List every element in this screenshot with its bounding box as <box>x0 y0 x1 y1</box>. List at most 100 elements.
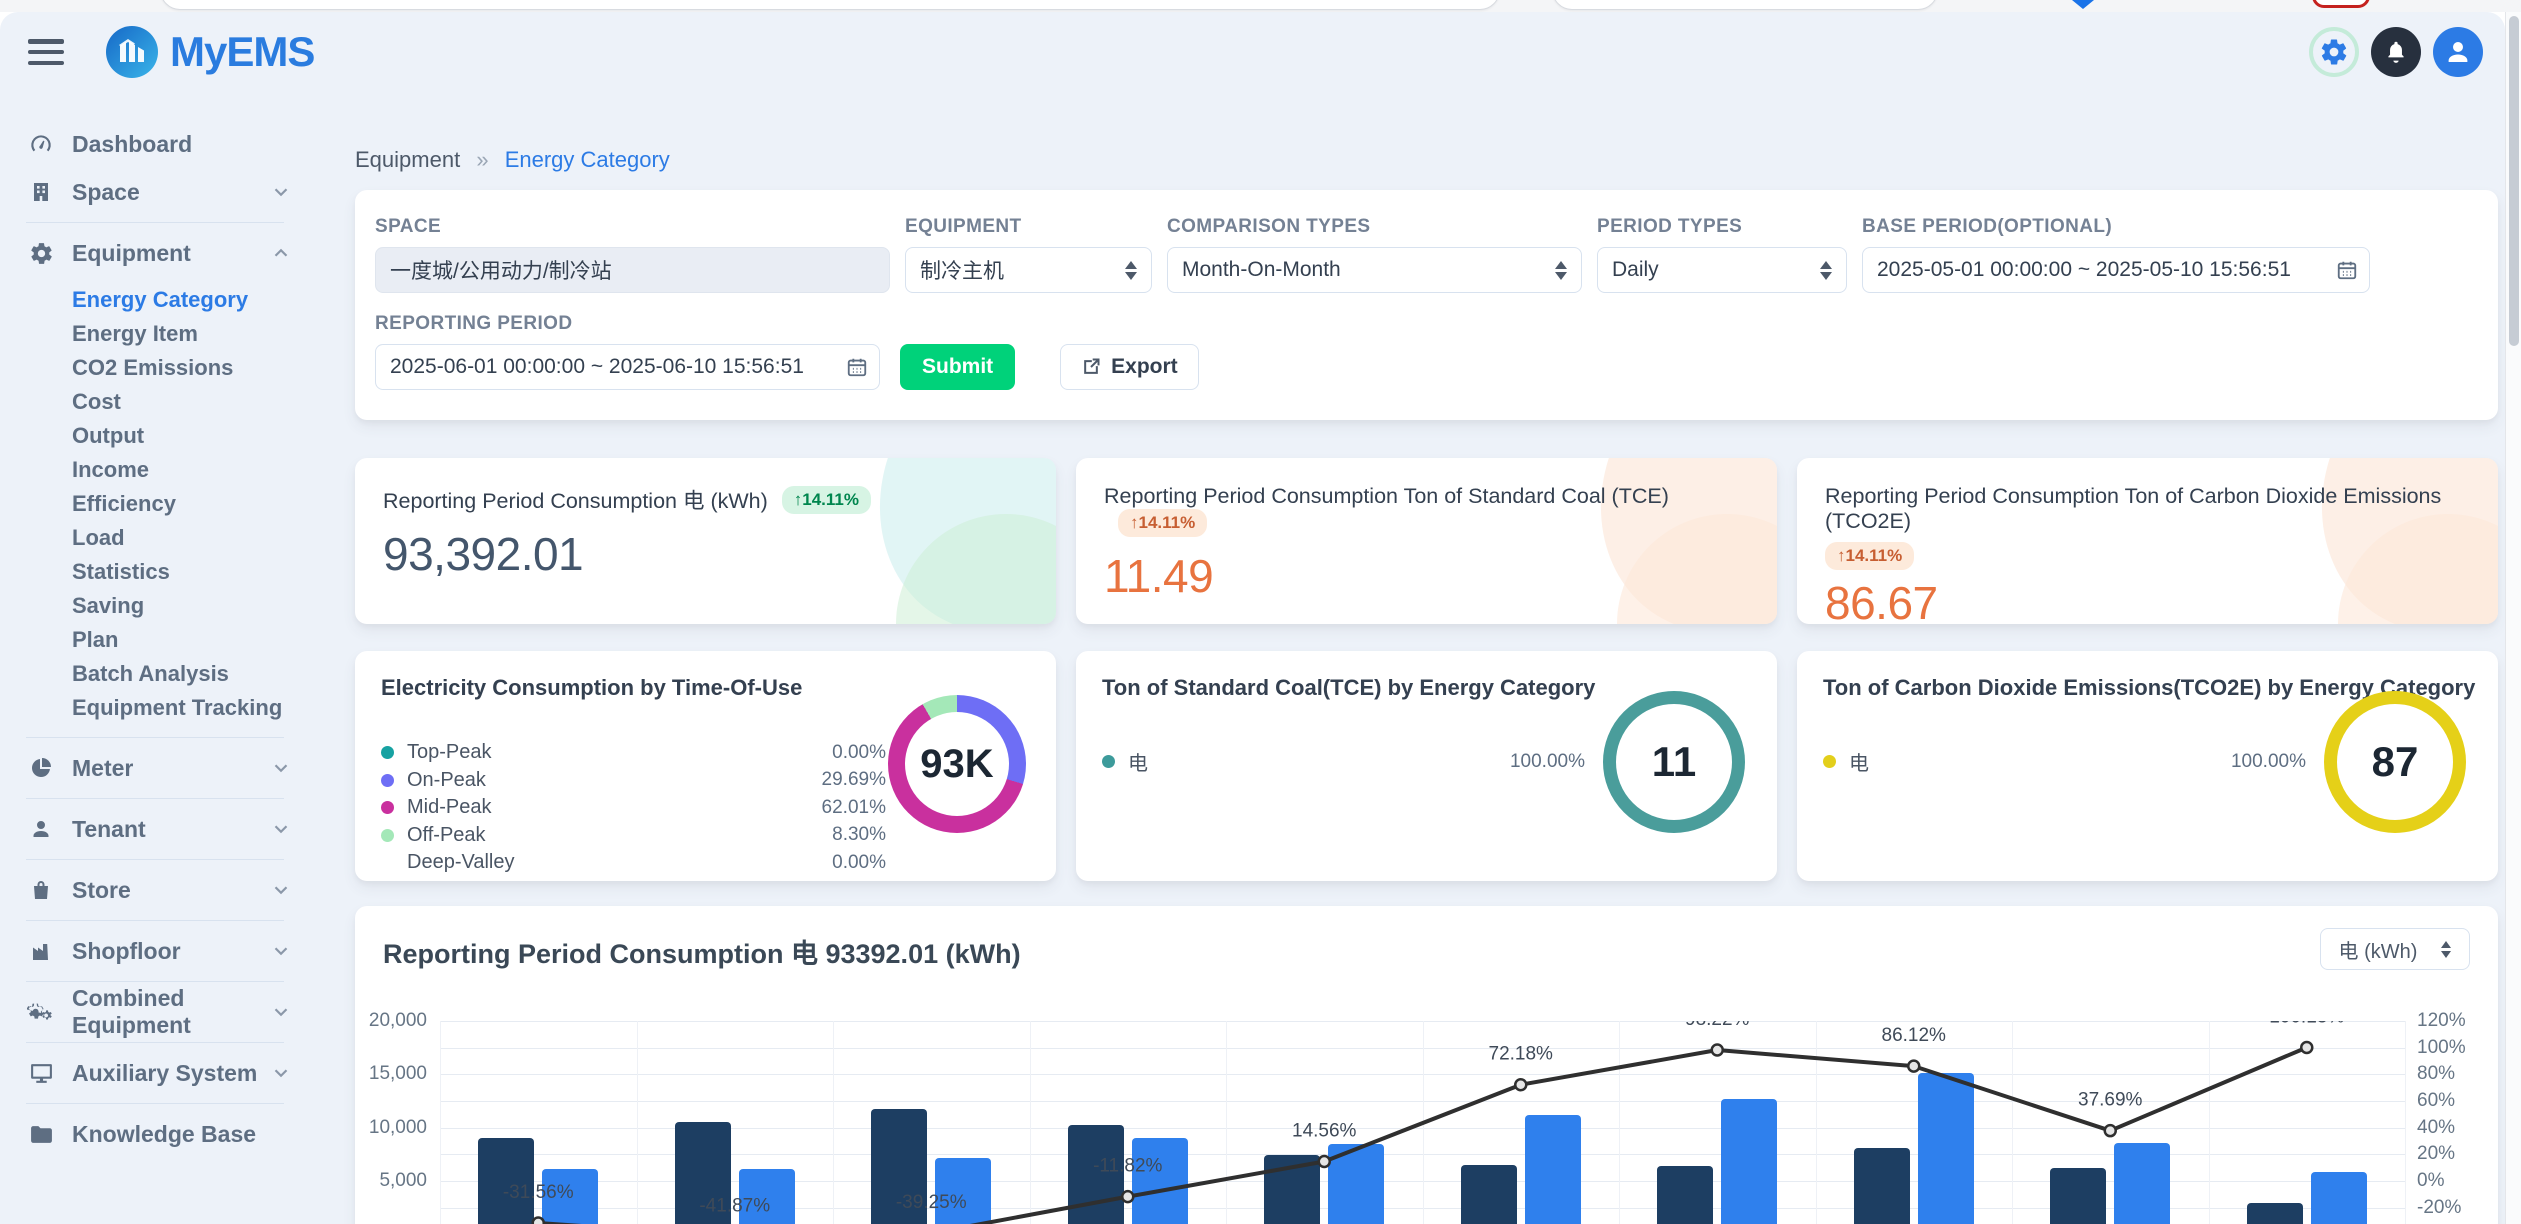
sidebar-subitem-load[interactable]: Load <box>26 521 310 555</box>
address-bar-fragment[interactable] <box>160 0 1500 10</box>
sidebar-item-shopfloor[interactable]: Shopfloor <box>26 933 292 969</box>
user-avatar-button[interactable] <box>2433 27 2483 77</box>
period-types-select[interactable]: Daily <box>1597 247 1847 293</box>
sidebar-item-space[interactable]: Space <box>26 174 292 210</box>
base-period-input[interactable] <box>1862 247 2370 293</box>
chevron-up-icon <box>270 242 292 264</box>
kpi-value: 86.67 <box>1825 576 2470 624</box>
sidebar-subitem-statistics[interactable]: Statistics <box>26 555 310 589</box>
tce-legend-value: 100.00% <box>1510 751 1585 773</box>
sidebar-subitem-co2-emissions[interactable]: CO2 Emissions <box>26 351 310 385</box>
hamburger-menu-icon[interactable] <box>28 39 64 65</box>
bar-base-period <box>1854 1148 1910 1224</box>
bar-base-period <box>2247 1203 2303 1224</box>
y-right-tick: 20% <box>2417 1143 2455 1165</box>
legend-value: 0.00% <box>832 742 886 764</box>
select-arrows-icon <box>1125 261 1137 280</box>
kpi-title: Reporting Period Consumption Ton of Stan… <box>1104 484 1669 509</box>
chevron-down-icon <box>270 818 292 840</box>
chart-plot-area: -31.56%-41.87%-39.25%-11.82%14.56%72.18%… <box>440 1021 2405 1224</box>
scrollbar-thumb[interactable] <box>2509 16 2519 346</box>
y-right-tick: 100% <box>2417 1037 2466 1059</box>
sidebar-subitem-equipment-tracking[interactable]: Equipment Tracking <box>26 691 310 725</box>
sidebar-item-combined-equipment[interactable]: Combined Equipment <box>26 994 292 1030</box>
sidebar-item-auxiliary-system[interactable]: Auxiliary System <box>26 1055 292 1091</box>
bag-icon <box>26 878 56 902</box>
myems-logo[interactable]: MyEMS <box>106 26 314 78</box>
kpi-value: 11.49 <box>1104 549 1749 603</box>
sidebar-item-tenant[interactable]: Tenant <box>26 811 292 847</box>
sidebar-item-label: Auxiliary System <box>72 1060 270 1087</box>
settings-gear-button[interactable] <box>2309 27 2359 77</box>
browser-red-button-fragment[interactable] <box>2312 0 2370 8</box>
reporting-period-label: REPORTING PERIOD <box>375 313 880 335</box>
sidebar-divider <box>26 737 284 738</box>
calendar-icon[interactable] <box>846 356 868 378</box>
y-left-tick: 5,000 <box>355 1170 427 1192</box>
period-types-value: Daily <box>1612 258 1659 282</box>
sidebar-item-dashboard[interactable]: Dashboard <box>26 126 292 162</box>
legend-dot <box>381 774 394 787</box>
top-navbar: MyEMS <box>0 12 2505 92</box>
tce-card-title: Ton of Standard Coal(TCE) by Energy Cate… <box>1102 675 1595 701</box>
tce-legend: 电 <box>1102 747 1148 776</box>
base-period-label: BASE PERIOD(OPTIONAL) <box>1862 216 2370 238</box>
legend-value: 8.30% <box>832 824 886 846</box>
breadcrumb-current[interactable]: Energy Category <box>505 147 670 172</box>
bar-base-period <box>478 1138 534 1224</box>
breadcrumb-section[interactable]: Equipment <box>355 147 460 172</box>
sidebar-divider <box>26 920 284 921</box>
legend-row-top-peak: Top-Peak0.00% <box>381 739 886 767</box>
sidebar: Dashboard Space Equipment Energy CategoryEn… <box>0 92 310 1164</box>
y-left-tick: 15,000 <box>355 1063 427 1085</box>
sidebar-divider <box>26 222 284 223</box>
sidebar-item-meter[interactable]: Meter <box>26 750 292 786</box>
sidebar-subitem-energy-item[interactable]: Energy Item <box>26 317 310 351</box>
space-label: SPACE <box>375 216 890 238</box>
bar-reporting-period <box>1918 1073 1974 1224</box>
equipment-select[interactable]: 制冷主机 <box>905 247 1152 293</box>
tce-donut-chart: 11 <box>1603 691 1745 833</box>
sidebar-item-label: Dashboard <box>72 131 292 158</box>
sidebar-subitem-energy-category[interactable]: Energy Category <box>26 283 310 317</box>
sidebar-item-knowledge-base[interactable]: Knowledge Base <box>26 1116 292 1152</box>
submit-button[interactable]: Submit <box>900 344 1015 390</box>
tco2e-donut-chart: 87 <box>2324 691 2466 833</box>
sidebar-subitem-efficiency[interactable]: Efficiency <box>26 487 310 521</box>
change-badge: ↑14.11% <box>1825 542 1914 570</box>
sidebar-item-label: Combined Equipment <box>72 985 270 1039</box>
main-chart-card: Reporting Period Consumption 电 93392.01 … <box>355 906 2498 1224</box>
legend-label: On-Peak <box>407 769 822 792</box>
main-chart-title: Reporting Period Consumption 电 93392.01 … <box>383 932 1021 971</box>
sidebar-item-equipment[interactable]: Equipment <box>26 235 292 271</box>
secondary-bar-fragment[interactable] <box>1552 0 1938 10</box>
logo-text: MyEMS <box>170 28 314 76</box>
comparison-types-select[interactable]: Month-On-Month <box>1167 247 1582 293</box>
bar-reporting-period <box>1525 1115 1581 1224</box>
reporting-period-input[interactable] <box>375 344 880 390</box>
gridline-v <box>2012 1021 2013 1224</box>
calendar-icon[interactable] <box>2336 259 2358 281</box>
unit-selector[interactable]: 电 (kWh) <box>2320 928 2470 970</box>
page-scrollbar[interactable] <box>2505 12 2521 1224</box>
sidebar-subitem-plan[interactable]: Plan <box>26 623 310 657</box>
tou-donut-center: 93K <box>905 712 1009 816</box>
sidebar-subitem-income[interactable]: Income <box>26 453 310 487</box>
notifications-bell-button[interactable] <box>2371 27 2421 77</box>
gauge-icon <box>26 131 56 157</box>
export-button[interactable]: Export <box>1060 344 1199 390</box>
sidebar-divider <box>26 798 284 799</box>
svg-text:98.22%: 98.22% <box>1685 1021 1750 1030</box>
user-icon <box>26 817 56 841</box>
sidebar-subitem-output[interactable]: Output <box>26 419 310 453</box>
space-input[interactable] <box>375 247 890 293</box>
sidebar-item-store[interactable]: Store <box>26 872 292 908</box>
sidebar-subitem-batch-analysis[interactable]: Batch Analysis <box>26 657 310 691</box>
sidebar-subitem-saving[interactable]: Saving <box>26 589 310 623</box>
sidebar-subitem-cost[interactable]: Cost <box>26 385 310 419</box>
page: MyEMS Dashboard Space Equipment Energy Cate… <box>0 0 2521 1224</box>
factory-icon <box>26 939 56 963</box>
filter-panel: SPACE EQUIPMENT 制冷主机 COMPARISON TYPES <box>355 190 2498 420</box>
kpi-value: 93,392.01 <box>383 527 1028 581</box>
gridline-v <box>1423 1021 1424 1224</box>
